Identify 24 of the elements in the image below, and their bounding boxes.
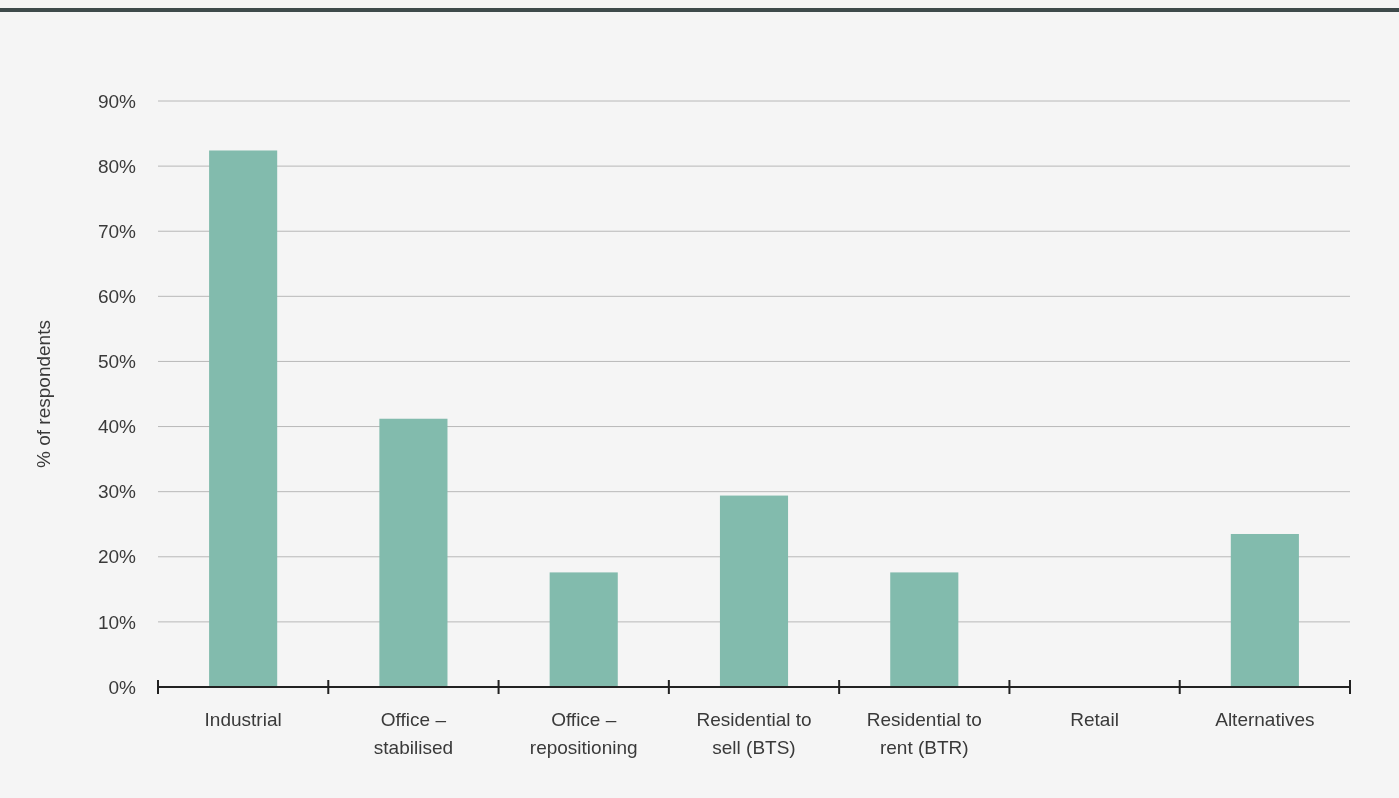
y-tick-label: 60% (97, 285, 137, 307)
x-tick-label: Residential to rent (BTR) (866, 709, 982, 758)
bar (719, 495, 789, 687)
x-tick-label: Alternatives (1215, 709, 1315, 730)
y-tick-label: 70% (97, 220, 137, 242)
y-tick-label: 90% (97, 90, 137, 112)
y-tick-label: 30% (97, 481, 137, 503)
x-tick-label: Office – stabilised (373, 709, 454, 758)
y-tick-label: 0% (108, 676, 137, 698)
x-tick-label: Retail (1070, 709, 1119, 730)
y-tick-label: 40% (97, 416, 137, 438)
x-tick-label: Office – repositioning (529, 709, 638, 758)
y-tick-label: 20% (97, 546, 137, 568)
y-tick-label: 80% (97, 155, 137, 177)
bar (1230, 533, 1299, 687)
x-tick-label: Industrial (204, 709, 282, 730)
bar (379, 418, 448, 687)
y-axis-title: % of respondents (33, 320, 54, 468)
bar (549, 572, 618, 687)
y-tick-label: 50% (97, 351, 137, 373)
bar (209, 150, 278, 687)
x-tick-label: Residential to sell (BTS) (696, 709, 812, 758)
bar (890, 572, 959, 687)
y-tick-label: 10% (97, 611, 137, 633)
